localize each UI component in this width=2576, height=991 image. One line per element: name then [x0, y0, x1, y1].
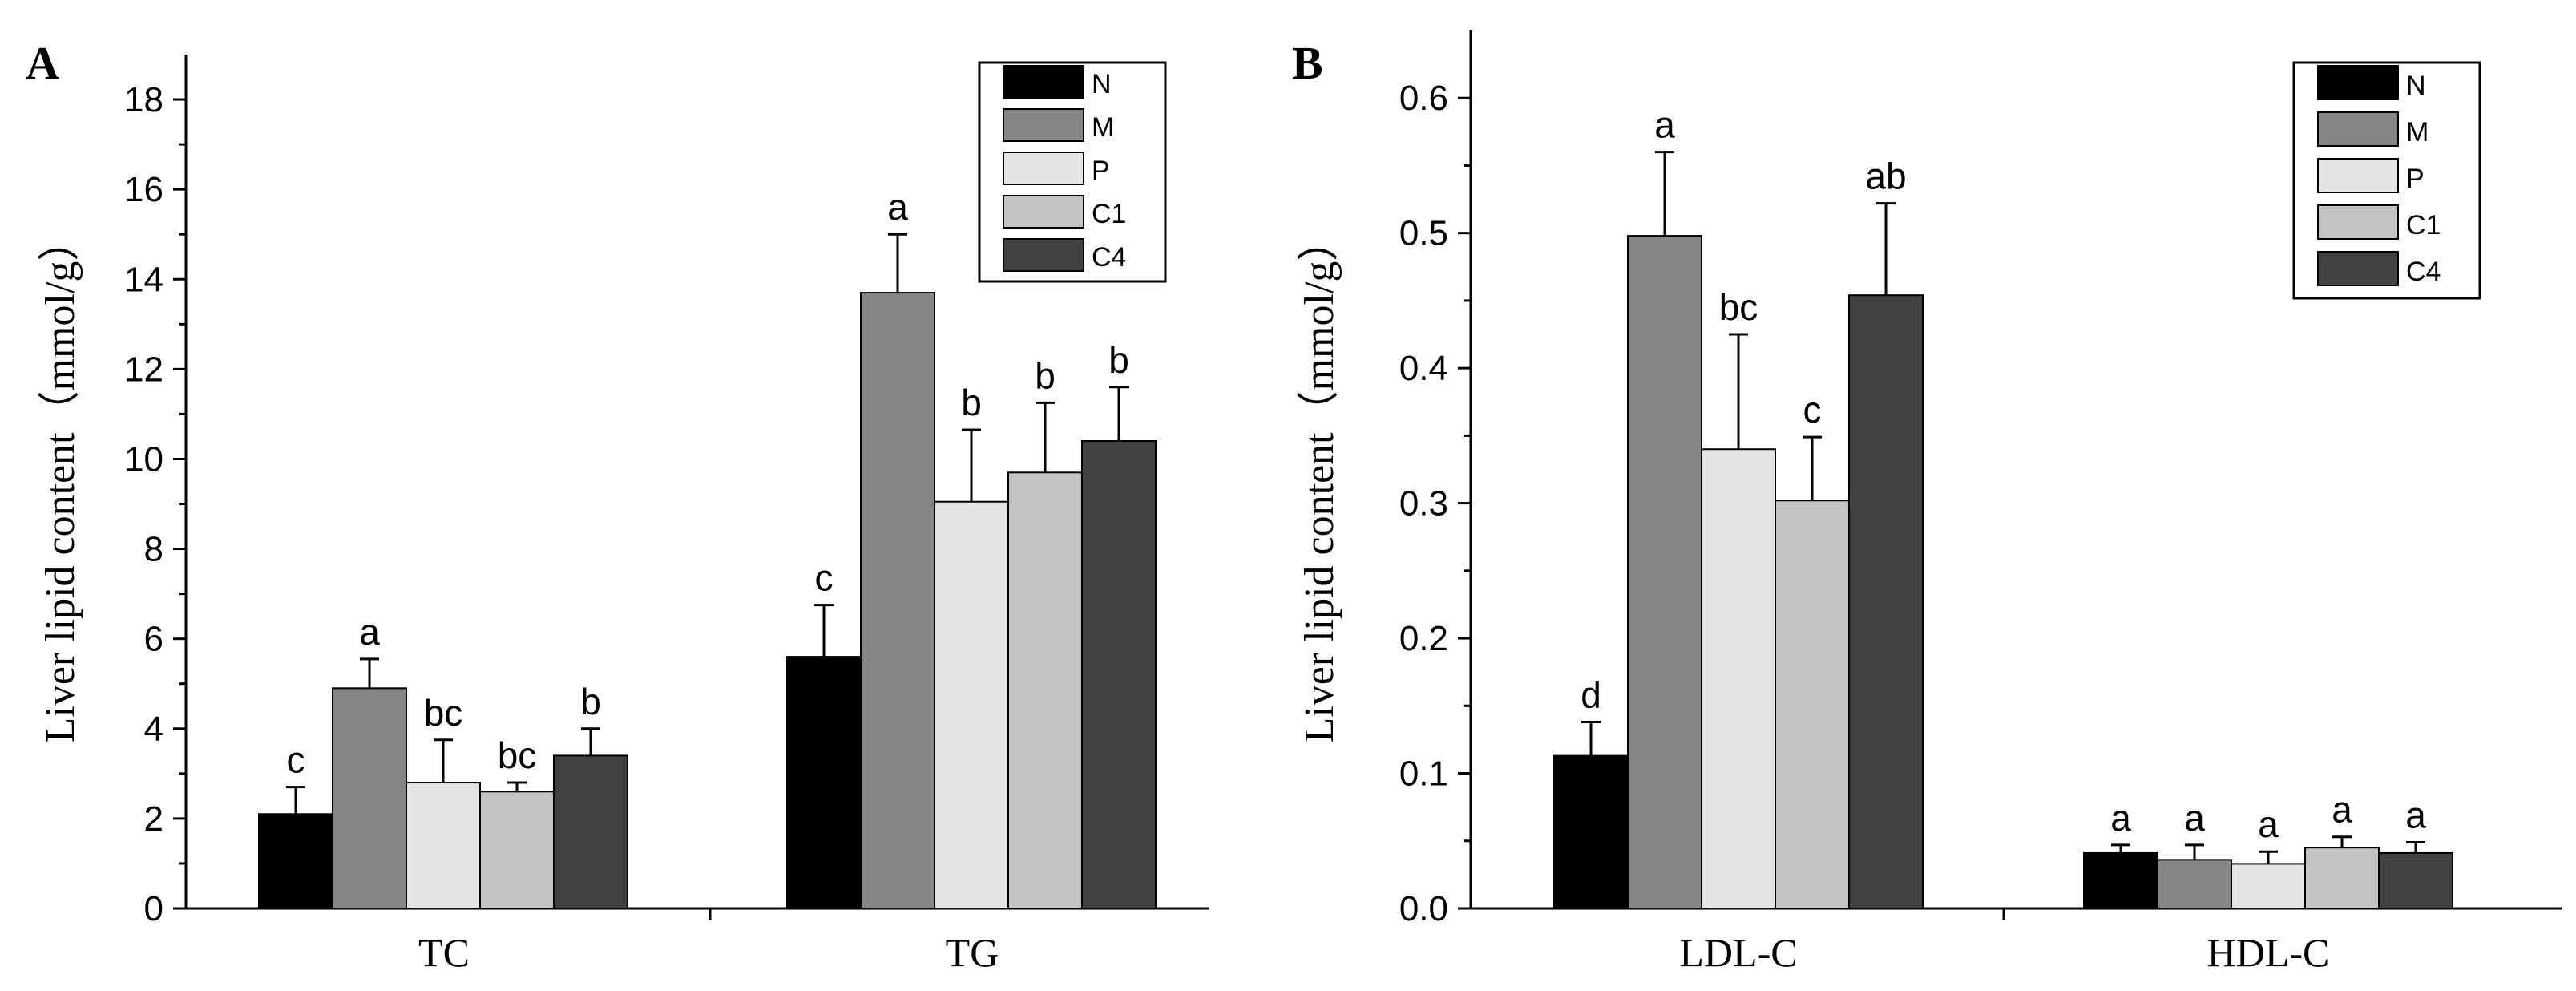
- bar-c4-ldl-c: [1848, 294, 1924, 909]
- significance-letter: a: [887, 186, 908, 228]
- bar-c1-tc: [479, 791, 555, 910]
- significance-letter: d: [1581, 674, 1601, 716]
- legend-swatch-n: [2317, 65, 2399, 100]
- significance-letter: bc: [498, 734, 537, 776]
- y-tick-label: 16: [124, 170, 164, 209]
- bar-n-tc: [258, 813, 333, 910]
- y-tick-label: 8: [144, 530, 164, 569]
- legend-label: P: [1092, 156, 1110, 186]
- y-tick-label: 2: [144, 799, 164, 839]
- legend-label: C4: [1092, 242, 1126, 273]
- significance-letter: a: [2184, 797, 2205, 839]
- bar-c1-ldl-c: [1775, 500, 1850, 909]
- bar-m-hdl-c: [2157, 859, 2232, 910]
- bar-p-tg: [934, 500, 1009, 909]
- y-tick-label: 6: [144, 620, 164, 659]
- significance-letter: a: [2258, 803, 2279, 845]
- chart-panel-b: 0.0 0.1 0.2 0.3 0.4 0.5 0.6 d a bc c ab LDL-C a a a a a HD…: [1292, 30, 2562, 975]
- legend-label: C1: [2406, 210, 2441, 241]
- y-tick-label: 12: [124, 350, 164, 389]
- bar-n-ldl-c: [1553, 754, 1629, 910]
- legend-swatch-m: [2317, 111, 2399, 147]
- y-axis-label: Liver lipid content（mmol/g）: [38, 220, 83, 743]
- y-tick-label: 10: [124, 439, 164, 479]
- bar-c1-tg: [1007, 471, 1083, 909]
- legend-swatch-p: [2317, 158, 2399, 193]
- legend-label: M: [2406, 117, 2429, 148]
- bar-m-tg: [860, 292, 935, 910]
- bar-c4-hdl-c: [2378, 851, 2453, 910]
- bar-m-ldl-c: [1627, 235, 1702, 909]
- significance-letter: b: [580, 681, 601, 722]
- significance-letter: b: [1108, 339, 1129, 381]
- significance-letter: a: [359, 611, 380, 653]
- significance-letter: b: [1035, 354, 1056, 396]
- x-category-label: LDL-C: [1679, 930, 1797, 975]
- x-category-label: HDL-C: [2207, 930, 2330, 975]
- y-tick-label: 18: [124, 80, 164, 119]
- legend-label: C4: [2406, 257, 2441, 287]
- bar-c4-tg: [1081, 440, 1157, 909]
- y-tick-label: 0.6: [1399, 79, 1448, 118]
- significance-letter: c: [815, 557, 834, 599]
- panel-label: A: [26, 37, 59, 89]
- y-tick-label: 0.4: [1399, 349, 1448, 388]
- y-tick-label: 0.1: [1399, 754, 1448, 794]
- significance-letter: c: [1803, 389, 1822, 431]
- significance-letter: ab: [1865, 156, 1906, 197]
- y-axis-label: Liver lipid content（mmol/g）: [1297, 220, 1343, 743]
- bar-c4-tc: [553, 754, 628, 910]
- significance-letter: a: [2332, 789, 2352, 831]
- bar-p-ldl-c: [1701, 448, 1776, 909]
- legend-swatch-c4: [2317, 251, 2399, 286]
- y-tick-label: 0.3: [1399, 484, 1448, 524]
- significance-letter: a: [1654, 104, 1675, 146]
- legend-swatch-c1: [1003, 195, 1084, 229]
- significance-letter: a: [2405, 794, 2426, 835]
- bar-p-hdl-c: [2231, 863, 2306, 910]
- bar-m-tc: [332, 687, 407, 909]
- significance-letter: a: [2110, 797, 2131, 839]
- legend-label: C1: [1092, 199, 1126, 229]
- legend-swatch-m: [1003, 108, 1084, 142]
- panel-label: B: [1292, 37, 1323, 89]
- bar-c1-hdl-c: [2304, 847, 2380, 909]
- legend-swatch-c4: [1003, 238, 1084, 272]
- legend-label: P: [2406, 164, 2425, 194]
- y-tick-label: 14: [124, 260, 164, 299]
- legend-swatch-c1: [2317, 204, 2399, 240]
- significance-letter: c: [287, 739, 305, 781]
- legend-swatch-n: [1003, 65, 1084, 99]
- legend-label: N: [2406, 71, 2426, 101]
- y-tick-label: 0: [144, 889, 164, 928]
- y-tick-label: 0.2: [1399, 619, 1448, 658]
- x-category-label: TG: [946, 930, 999, 975]
- significance-letter: bc: [1719, 286, 1758, 328]
- bar-p-tc: [406, 782, 481, 909]
- y-tick-label: 4: [144, 710, 164, 749]
- bar-n-hdl-c: [2083, 851, 2158, 910]
- y-tick-label: 0.0: [1399, 889, 1448, 928]
- bar-n-tg: [786, 656, 862, 910]
- y-tick-label: 0.5: [1399, 214, 1448, 253]
- x-category-label: TC: [418, 930, 470, 975]
- legend-label: N: [1092, 69, 1112, 99]
- legend-label: M: [1092, 112, 1114, 143]
- significance-letter: b: [961, 382, 982, 423]
- legend-swatch-p: [1003, 152, 1084, 185]
- significance-letter: bc: [424, 692, 463, 734]
